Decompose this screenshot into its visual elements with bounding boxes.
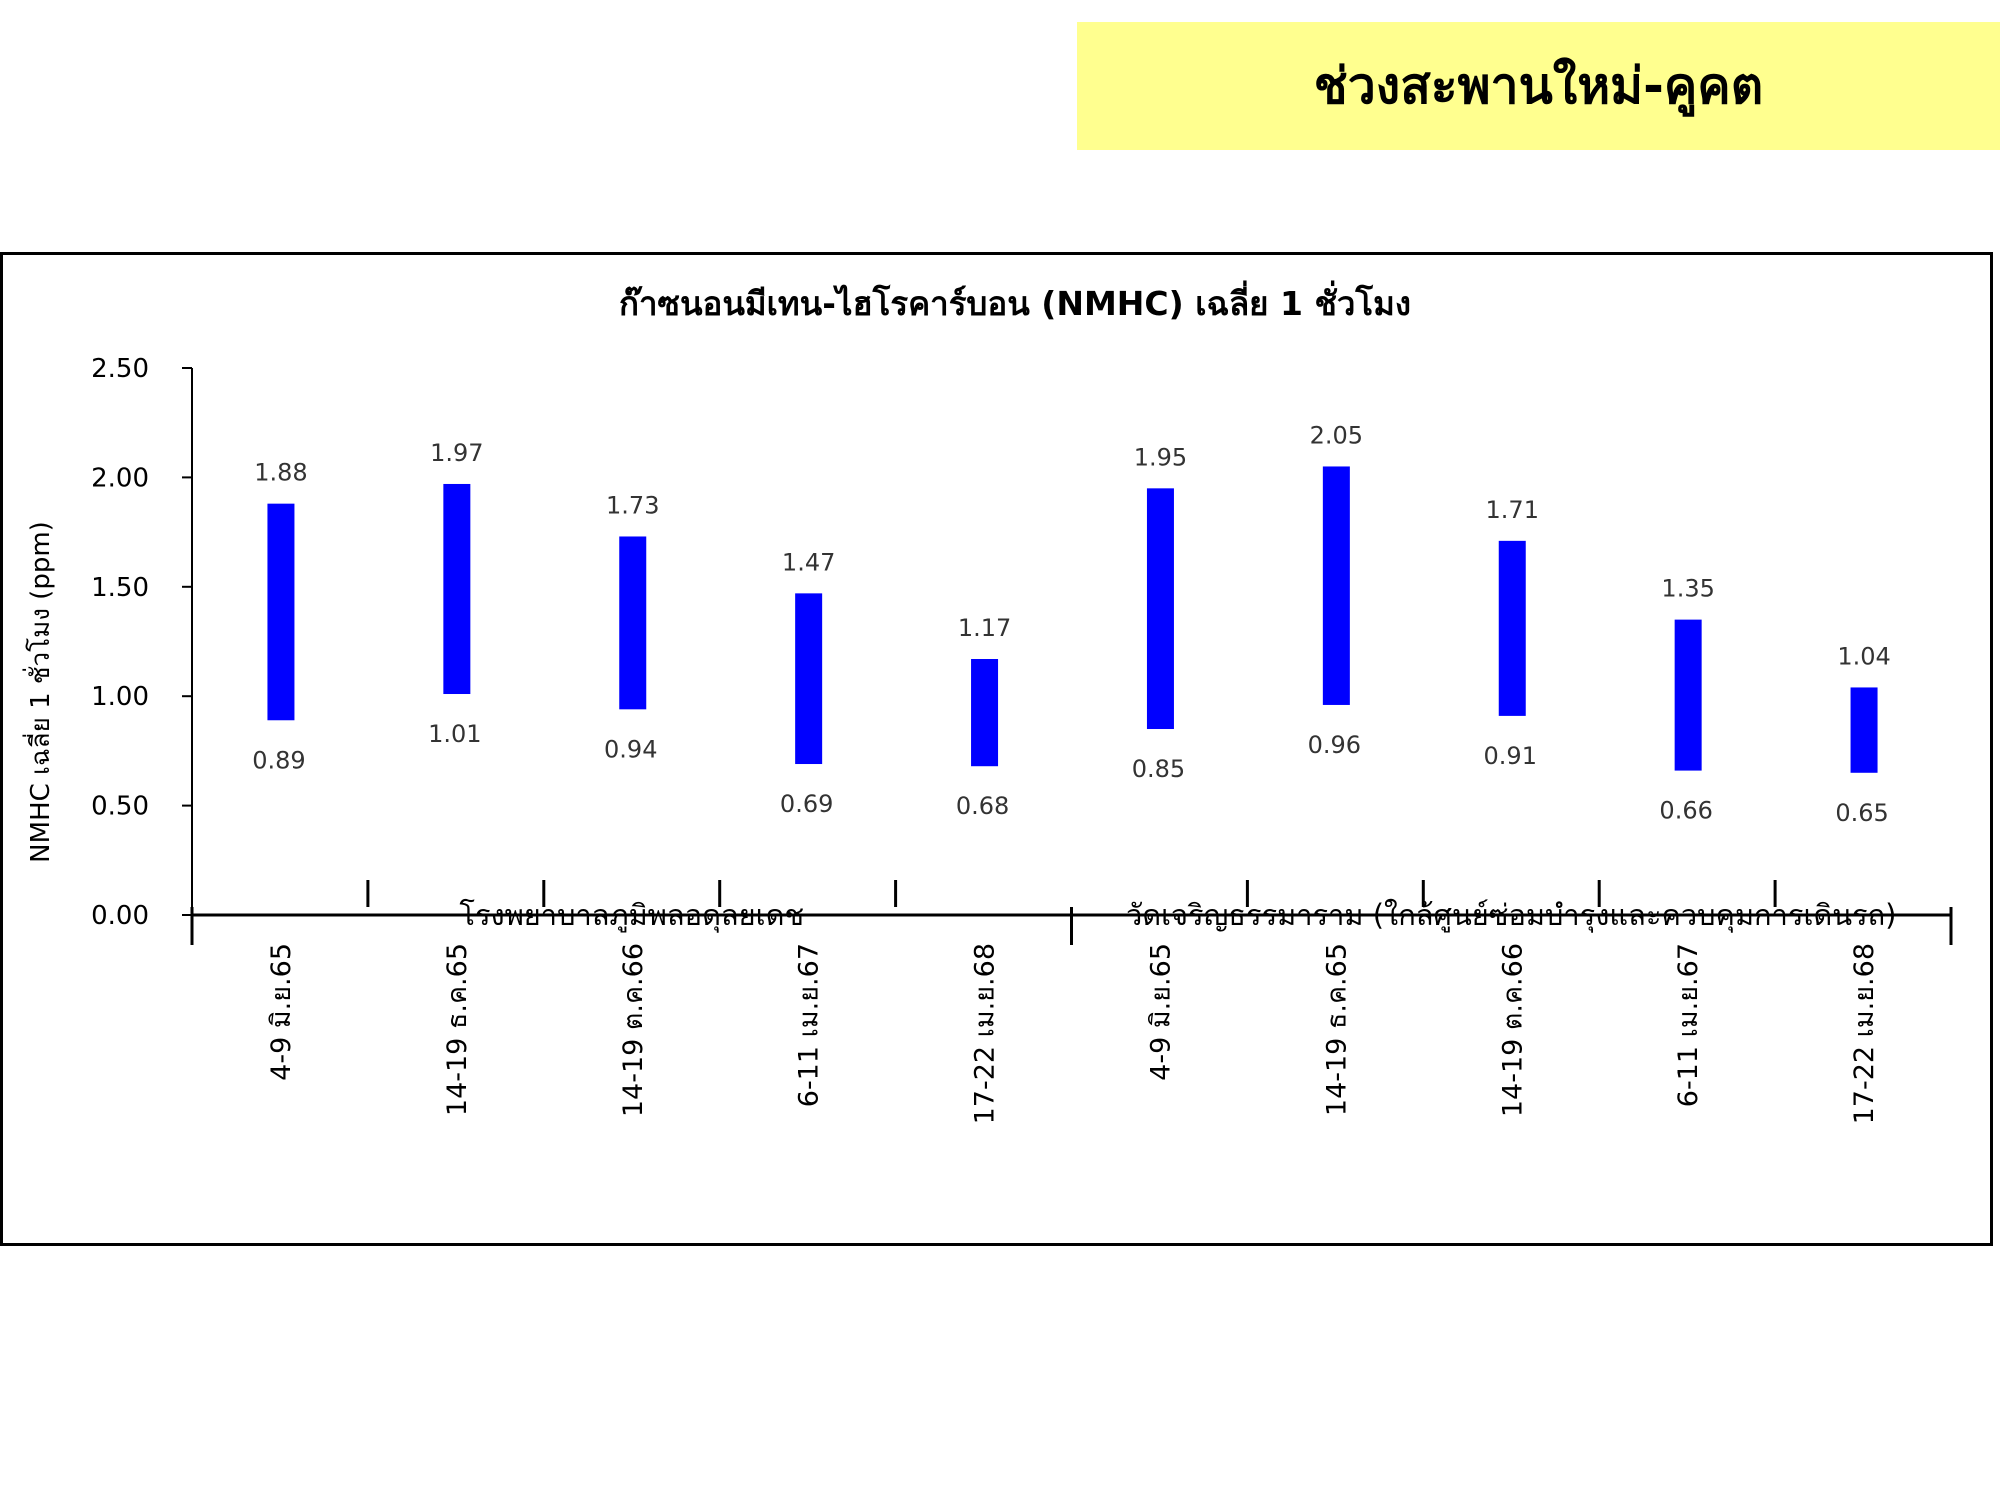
data-label-min: 0.91: [1484, 742, 1537, 770]
x-tick-label: 6-11 เม.ย.67: [1673, 943, 1704, 1107]
y-tick-label: 2.00: [91, 463, 149, 493]
chart-frame: ก๊าซนอนมีเทน-ไฮโรคาร์บอน (NMHC) เฉลี่ย 1…: [0, 252, 1993, 1246]
data-label-min: 1.01: [428, 720, 481, 748]
data-label-max: 1.88: [254, 459, 307, 487]
range-bar: [971, 659, 999, 767]
x-tick-label: 17-22 เม.ย.68: [970, 943, 1001, 1124]
title-banner: ช่วงสะพานใหม่-คูคต: [1077, 22, 2000, 150]
data-label-max: 1.47: [782, 548, 835, 576]
range-bar: [1322, 466, 1350, 705]
x-tick-label: 14-19 ธ.ค.65: [1321, 943, 1352, 1116]
data-labels: 1.88 0.89 1.97 1.01 1.73 0.94 1.47 0.69 1.17 0.68…: [252, 421, 1891, 826]
data-label-min: 0.94: [604, 735, 657, 763]
x-tick-label: 14-19 ต.ค.66: [1497, 943, 1528, 1117]
y-tick-label: 0.00: [91, 901, 149, 931]
data-label-min: 0.96: [1308, 731, 1361, 759]
range-bar: [1850, 687, 1878, 773]
group-label: โรงพยาบาลภูมิพลอดุลยเดช: [459, 898, 804, 933]
data-label-max: 2.05: [1310, 421, 1363, 449]
range-bar: [619, 536, 647, 710]
chart-title: ก๊าซนอนมีเทน-ไฮโรคาร์บอน (NMHC) เฉลี่ย 1…: [619, 280, 1411, 323]
x-tick-label: 14-19 ต.ค.66: [618, 943, 649, 1117]
data-label-min: 0.89: [252, 746, 305, 774]
data-label-min: 0.68: [956, 792, 1009, 820]
y-tick-label: 1.00: [91, 682, 149, 712]
data-label-max: 1.95: [1134, 443, 1187, 471]
x-tick-label: 4-9 มิ.ย.65: [1145, 943, 1176, 1081]
range-bar: [1498, 540, 1526, 716]
data-label-max: 1.35: [1661, 575, 1714, 603]
x-tick-label: 14-19 ธ.ค.65: [442, 943, 473, 1116]
data-label-min: 0.65: [1835, 799, 1888, 827]
y-tick-label: 0.50: [91, 792, 149, 822]
bars: [267, 466, 1878, 773]
data-label-max: 1.17: [958, 614, 1011, 642]
data-label-max: 1.73: [606, 491, 659, 519]
data-label-min: 0.69: [780, 790, 833, 818]
nmhc-chart: ก๊าซนอนมีเทน-ไฮโรคาร์บอน (NMHC) เฉลี่ย 1…: [22, 280, 1953, 1124]
x-tick-label: 4-9 มิ.ย.65: [266, 943, 297, 1081]
range-bar: [1146, 488, 1174, 730]
range-bar: [443, 483, 471, 695]
data-label-min: 0.85: [1132, 755, 1185, 783]
data-label-max: 1.97: [430, 439, 483, 467]
range-bar: [267, 503, 295, 721]
y-tick-label: 1.50: [91, 573, 149, 603]
banner-title: ช่วงสะพานใหม่-คูคต: [1313, 56, 1764, 115]
range-bar: [795, 593, 823, 765]
range-bar: [1674, 619, 1702, 771]
x-tick-label: 6-11 เม.ย.67: [794, 943, 825, 1107]
data-label-max: 1.71: [1486, 496, 1539, 524]
y-axis-label: NMHC เฉลี่ย 1 ชั่วโมง (ppm): [22, 521, 56, 863]
axes: 0.00 0.50 1.00 1.50 2.00 2.50 4-9 มิ.ย.65 14-19…: [91, 354, 1953, 1124]
y-tick-label: 2.50: [91, 354, 149, 384]
group-label: วัดเจริญธรรมาราม (ใกล้ศูนย์ซ่อมบำรุงและค…: [1126, 898, 1897, 933]
data-label-min: 0.66: [1659, 797, 1712, 825]
x-tick-label: 17-22 เม.ย.68: [1849, 943, 1880, 1124]
data-label-max: 1.04: [1837, 642, 1890, 670]
